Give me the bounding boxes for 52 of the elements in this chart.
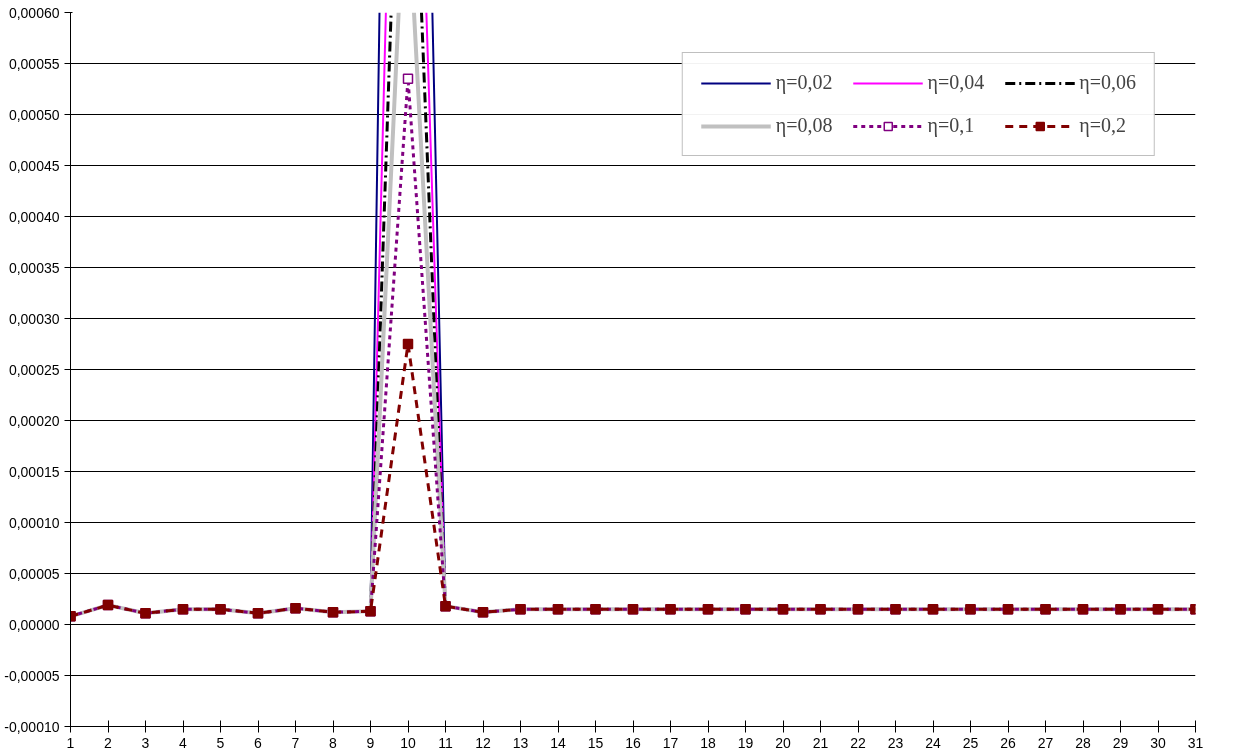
x-tick-label: 10 (400, 734, 416, 751)
y-tick-label: -0,00010 (4, 718, 60, 735)
x-tick-label: 14 (550, 734, 566, 751)
y-tick-label: 0,00020 (8, 412, 60, 429)
legend-label: η=0,08 (775, 114, 833, 137)
y-tick-label: 0,00015 (8, 463, 60, 480)
x-tick-label: 31 (1187, 734, 1204, 751)
y-tick-label: 0,00055 (8, 55, 60, 72)
x-tick-label: 25 (962, 734, 979, 751)
x-tick-label: 3 (141, 734, 150, 751)
y-tick-label: 0,00025 (8, 361, 60, 378)
y-tick-label: 0,00030 (8, 310, 60, 327)
x-tick-label: 12 (475, 734, 491, 751)
x-tick-label: 1 (66, 734, 75, 751)
x-tick-label: 26 (1000, 734, 1016, 751)
x-tick-label: 17 (662, 734, 679, 751)
legend-label: η=0,1 (927, 114, 975, 137)
x-tick-label: 20 (775, 734, 791, 751)
legend-label: η=0,2 (1079, 114, 1126, 137)
x-tick-label: 28 (1075, 734, 1091, 751)
y-tick-label: -0,00005 (4, 667, 60, 684)
y-tick-label: 0,00050 (8, 106, 60, 123)
x-tick-label: 24 (925, 734, 941, 751)
y-tick-label: 0,00010 (8, 514, 60, 531)
x-tick-label: 9 (366, 734, 375, 751)
x-tick-label: 22 (850, 734, 866, 751)
x-tick-label: 4 (179, 734, 188, 751)
y-tick-label: 0,00040 (8, 208, 60, 225)
x-tick-label: 15 (587, 734, 604, 751)
x-tick-label: 11 (438, 734, 453, 751)
y-tick-label: 0,00035 (8, 259, 60, 276)
x-tick-label: 7 (291, 734, 300, 751)
x-tick-label: 5 (216, 734, 225, 751)
legend-label: η=0,02 (775, 71, 833, 94)
x-tick-label: 30 (1150, 734, 1166, 751)
x-tick-label: 19 (737, 734, 754, 751)
x-tick-label: 2 (104, 734, 113, 751)
legend-label: η=0,06 (1079, 71, 1136, 94)
x-tick-label: 29 (1112, 734, 1129, 751)
x-tick-label: 16 (625, 734, 641, 751)
x-tick-label: 21 (812, 734, 829, 751)
y-tick-label: 0,00060 (8, 4, 60, 21)
y-tick-label: 0,00000 (8, 616, 60, 633)
x-tick-label: 18 (700, 734, 716, 751)
legend-label: η=0,04 (927, 71, 985, 94)
x-tick-label: 6 (254, 734, 263, 751)
x-tick-label: 13 (512, 734, 529, 751)
x-tick-label: 8 (329, 734, 338, 751)
x-tick-label: 23 (887, 734, 904, 751)
y-tick-label: 0,00045 (8, 157, 60, 174)
x-tick-label: 27 (1037, 734, 1054, 751)
y-tick-label: 0,00005 (8, 565, 60, 582)
